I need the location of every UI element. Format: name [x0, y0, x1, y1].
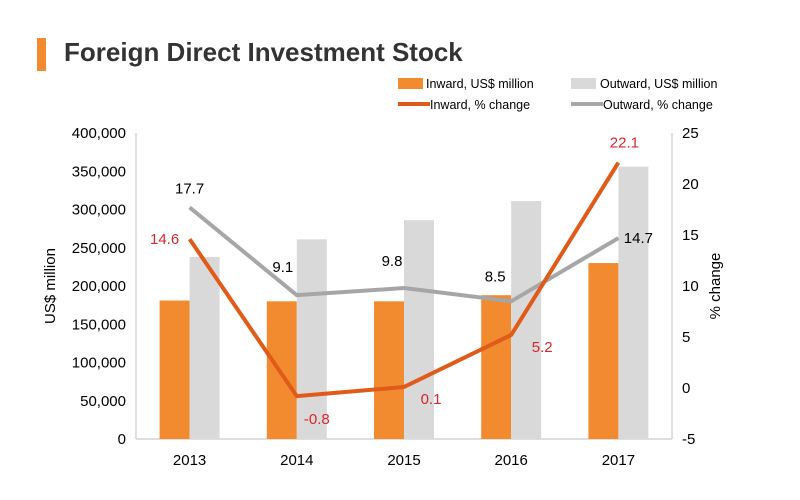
legend-inward-bar-swatch	[398, 78, 423, 89]
x-tick-label: 2017	[602, 452, 635, 469]
y2-tick-label: 10	[682, 278, 699, 295]
outward-bar	[404, 220, 434, 439]
y-tick-label: 100,000	[72, 355, 126, 372]
y-tick-label: 300,000	[72, 202, 126, 219]
chart-title: Foreign Direct Investment Stock	[64, 37, 463, 67]
inward-data-label: -0.8	[304, 411, 330, 428]
inward-bar	[588, 263, 619, 439]
x-tick-label: 2014	[280, 452, 313, 469]
outward-bar	[296, 239, 327, 439]
y2-tick-label: -5	[682, 431, 695, 448]
y2-tick-label: 20	[682, 176, 699, 193]
y-tick-label: 350,000	[72, 163, 126, 180]
y-axis-title: US$ million	[42, 248, 59, 324]
x-tick-label: 2015	[387, 452, 420, 469]
inward-bar	[481, 295, 512, 439]
y2-tick-label: 25	[682, 125, 699, 142]
legend-outward-bar-label: Outward, US$ million	[600, 77, 717, 91]
inward-data-label: 14.6	[150, 231, 179, 248]
y-tick-label: 150,000	[72, 316, 126, 333]
outward-bar	[189, 256, 220, 439]
inward-data-label: 5.2	[532, 339, 553, 356]
inward-data-label: 22.1	[610, 135, 639, 152]
outward-data-label: 17.7	[175, 180, 204, 197]
y-tick-label: 50,000	[80, 393, 126, 410]
y2-tick-label: 0	[682, 380, 690, 397]
inward-data-label: 0.1	[421, 391, 442, 408]
inward-change-line	[187, 161, 621, 399]
y-tick-label: 200,000	[72, 278, 126, 295]
legend-inward-bar-label: Inward, US$ million	[426, 77, 534, 91]
y-tick-label: 250,000	[72, 240, 126, 257]
x-tick-label: 2013	[173, 452, 206, 469]
outward-data-label: 8.5	[485, 268, 506, 285]
outward-bar	[618, 166, 649, 439]
inward-bar	[159, 300, 190, 439]
y2-axis-title: % change	[707, 253, 724, 320]
legend-inward-line-label: Inward, % change	[430, 98, 530, 112]
y-tick-label: 400,000	[72, 125, 126, 142]
inward-bar	[374, 301, 404, 439]
outward-bar	[511, 201, 542, 439]
outward-data-label: 9.1	[272, 259, 293, 276]
y2-tick-label: 15	[682, 227, 699, 244]
title-accent-bar	[37, 38, 46, 71]
inward-bar	[266, 301, 297, 439]
outward-data-label: 9.8	[382, 253, 403, 270]
y2-tick-label: 5	[682, 329, 690, 346]
y-tick-label: 0	[118, 431, 126, 448]
x-tick-label: 2016	[495, 452, 528, 469]
legend-outward-bar-swatch	[571, 78, 596, 89]
outward-data-label: 14.7	[624, 230, 653, 247]
legend-outward-line-label: Outward, % change	[603, 98, 713, 112]
